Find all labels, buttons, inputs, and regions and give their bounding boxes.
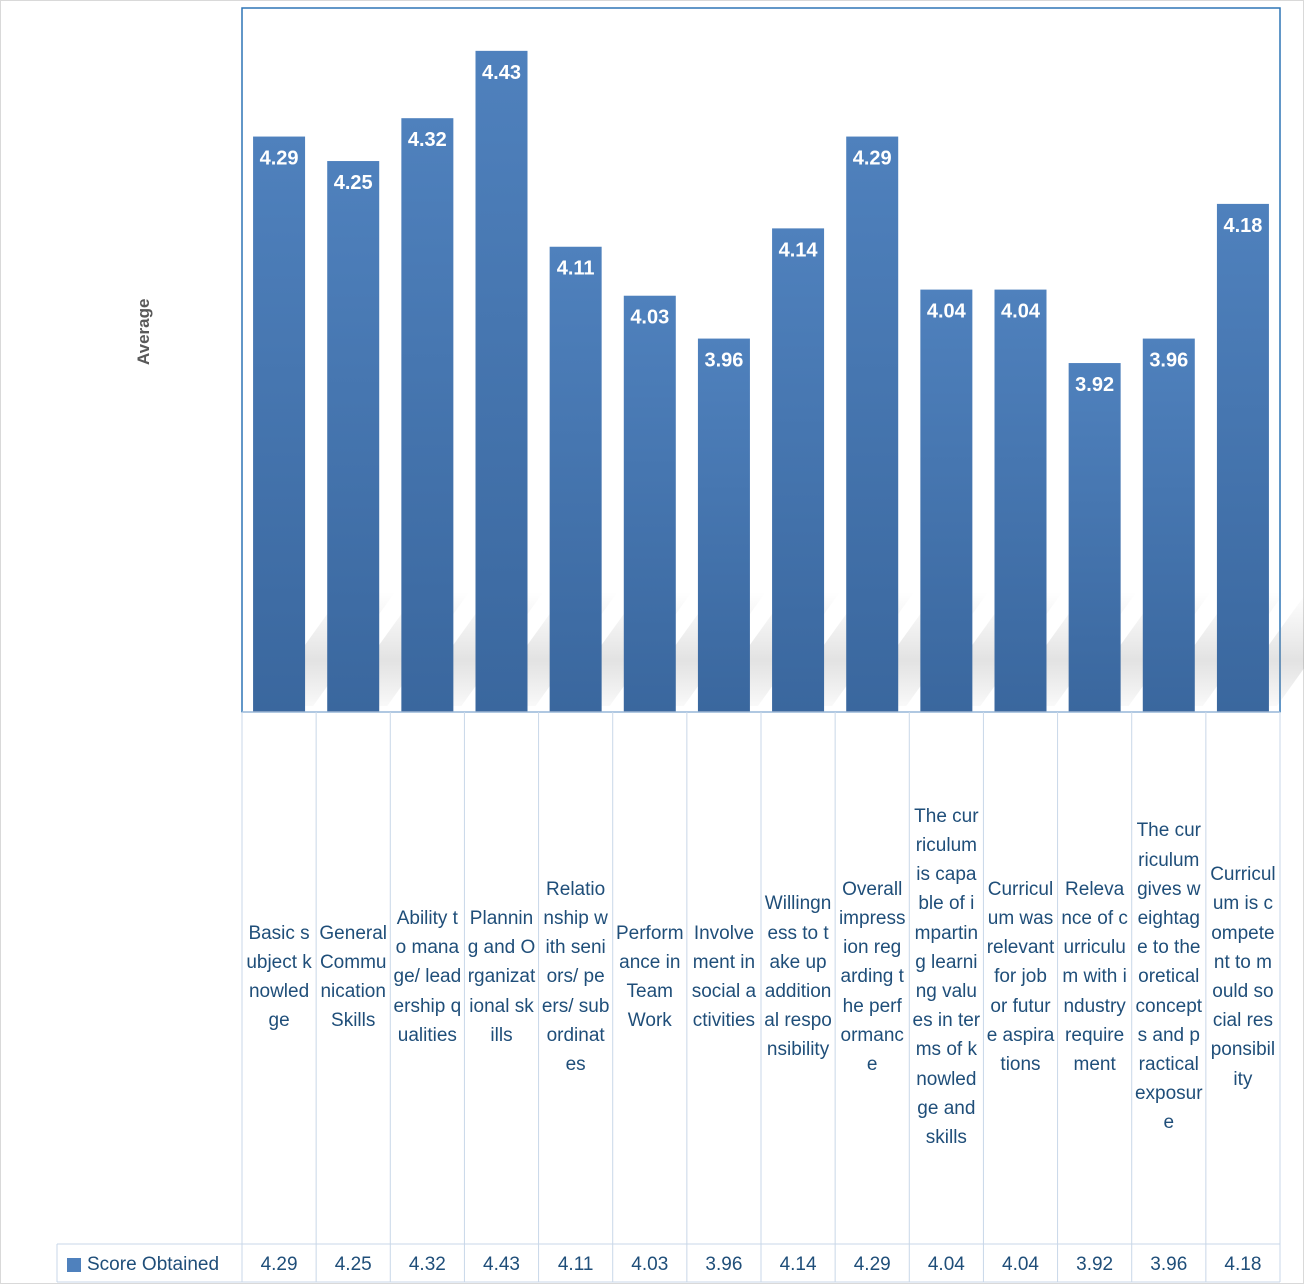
category-label: General Communication Skills: [317, 712, 389, 1242]
bar: [846, 136, 899, 712]
bar: [772, 228, 825, 712]
data-table-value: 3.96: [1150, 1253, 1188, 1275]
bar-value-label: 3.92: [1075, 374, 1114, 396]
bar-value-label: 4.03: [630, 307, 669, 329]
category-label: Ability to manage/ leadership qualities: [391, 712, 463, 1242]
data-table-value: 3.92: [1076, 1253, 1114, 1275]
bar-value-label: 4.14: [779, 239, 819, 261]
category-label: Curriculum was relevant for job or futur…: [984, 712, 1056, 1242]
data-table-value: 4.04: [1002, 1253, 1039, 1275]
bar-value-label: 4.11: [557, 258, 595, 280]
data-table-value: 4.04: [927, 1253, 965, 1275]
category-label: Relevance of curriculum with industry re…: [1059, 712, 1131, 1242]
bar: [401, 118, 454, 713]
bar: [697, 338, 750, 712]
bar-value-label: 3.96: [704, 350, 743, 372]
bar-value-label: 4.43: [482, 62, 521, 84]
data-table-value: 4.43: [483, 1253, 520, 1275]
category-label-text: Planning and Organizational skills: [467, 907, 536, 1046]
category-label: The curriculum is capable of imparting l…: [910, 712, 982, 1242]
category-label-text: Relationship with seniors/ peers/ subord…: [541, 878, 610, 1075]
category-label-text: General Communication Skills: [319, 922, 388, 1032]
category-label: Basic subject knowledge: [243, 712, 315, 1242]
bar: [994, 289, 1047, 712]
data-table-value: 3.96: [705, 1253, 743, 1275]
bar-value-label: 4.18: [1223, 215, 1262, 237]
category-label: Involvement in social activities: [688, 712, 760, 1242]
bar-value-label: 4.25: [334, 172, 373, 194]
bar-value-label: 3.96: [1149, 350, 1188, 372]
category-label-text: Performance in Team Work: [615, 922, 684, 1032]
legend-label: Score Obtained: [87, 1253, 220, 1275]
bar: [623, 295, 676, 712]
bar: [920, 289, 973, 712]
category-label: Curriculum is competent to mould social …: [1207, 712, 1279, 1242]
bar-value-label: 4.04: [927, 301, 967, 323]
data-table-value: 4.29: [260, 1253, 298, 1275]
category-label-text: Involvement in social activities: [691, 922, 757, 1032]
bar: [549, 246, 602, 712]
category-label-text: Relevance of curriculum with industry re…: [1061, 878, 1128, 1075]
category-label: Overall impression regarding the perform…: [836, 712, 908, 1242]
bar-value-label: 4.04: [1001, 301, 1041, 323]
category-label-text: The curriculum is capable of imparting l…: [912, 805, 981, 1149]
category-label-text: Basic subject knowledge: [246, 922, 312, 1032]
bar: [327, 161, 380, 713]
category-label-text: Willingness to take up additional respon…: [764, 893, 832, 1061]
bar-value-label: 4.32: [408, 129, 447, 151]
y-axis-label: Average: [134, 298, 153, 365]
category-label-text: Curriculum was relevant for job or futur…: [986, 878, 1055, 1075]
category-label-text: Curriculum is competent to mould social …: [1210, 864, 1276, 1090]
bar-value-label: 4.29: [260, 148, 299, 170]
data-table-value: 4.29: [853, 1253, 891, 1275]
data-table-value: 4.03: [631, 1253, 669, 1275]
category-label: Performance in Team Work: [614, 712, 686, 1242]
data-table-value: 4.18: [1224, 1253, 1262, 1275]
category-label: Planning and Organizational skills: [465, 712, 537, 1242]
bar: [1142, 338, 1195, 712]
category-label: Relationship with seniors/ peers/ subord…: [540, 712, 612, 1242]
category-label: Willingness to take up additional respon…: [762, 712, 834, 1242]
legend-entry: Score Obtained: [57, 1247, 243, 1282]
bar-value-label: 4.29: [853, 148, 892, 170]
category-label-text: The curriculum gives weightage to theore…: [1134, 820, 1203, 1134]
data-table-value: 4.14: [779, 1253, 817, 1275]
bar: [475, 50, 528, 712]
data-table-value: 4.32: [408, 1253, 446, 1275]
bar: [1216, 203, 1269, 713]
bar: [253, 136, 306, 712]
category-label: The curriculum gives weightage to theore…: [1133, 712, 1205, 1242]
legend-swatch: [67, 1257, 81, 1272]
data-table-value: 4.25: [334, 1253, 372, 1275]
category-label-text: Ability to manage/ leadership qualities: [393, 907, 462, 1046]
category-label-text: Overall impression regarding the perform…: [838, 878, 906, 1075]
bar: [1068, 363, 1121, 712]
data-table-value: 4.11: [557, 1253, 594, 1275]
